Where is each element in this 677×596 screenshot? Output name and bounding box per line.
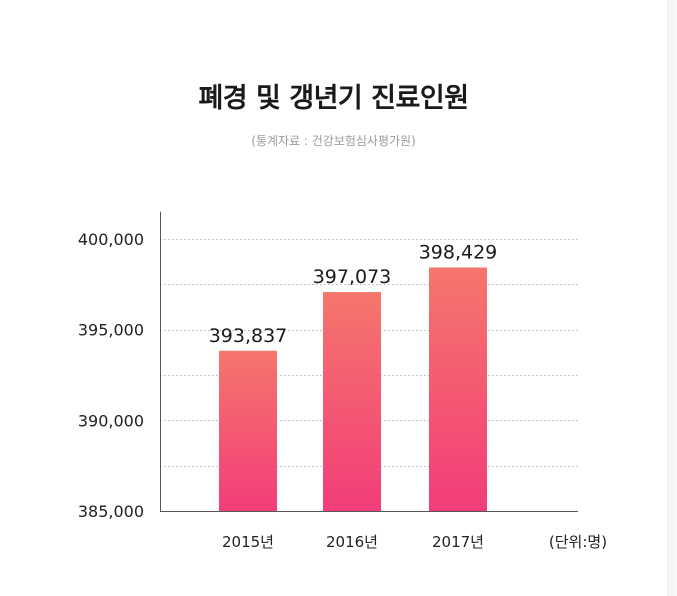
y-tick-label: 385,000 <box>78 502 144 521</box>
y-tick-label: 395,000 <box>78 321 144 340</box>
axes <box>160 211 578 512</box>
y-tick-label: 390,000 <box>78 411 144 430</box>
chart-title: 폐경 및 갱년기 진료인원 <box>198 83 469 114</box>
data-label: 393,837 <box>209 325 288 347</box>
y-tick-label: 400,000 <box>78 230 144 249</box>
page-edge-shadow <box>667 0 677 596</box>
data-label: 397,073 <box>313 266 392 288</box>
x-tick-label: 2015년 <box>222 533 274 551</box>
x-tick-label: 2016년 <box>326 533 378 551</box>
chart-subtitle: (통계자료 : 건강보험심사평가원) <box>251 134 416 148</box>
labels: 385,000 390,000 395,000 400,000 393,837 2015년… <box>78 230 607 551</box>
unit-label: (단위:명) <box>549 533 607 551</box>
bars <box>219 267 487 511</box>
bar <box>429 267 487 511</box>
bar <box>219 350 277 511</box>
x-tick-label: 2017년 <box>432 533 484 551</box>
bar <box>323 292 381 511</box>
data-label: 398,429 <box>419 241 498 263</box>
